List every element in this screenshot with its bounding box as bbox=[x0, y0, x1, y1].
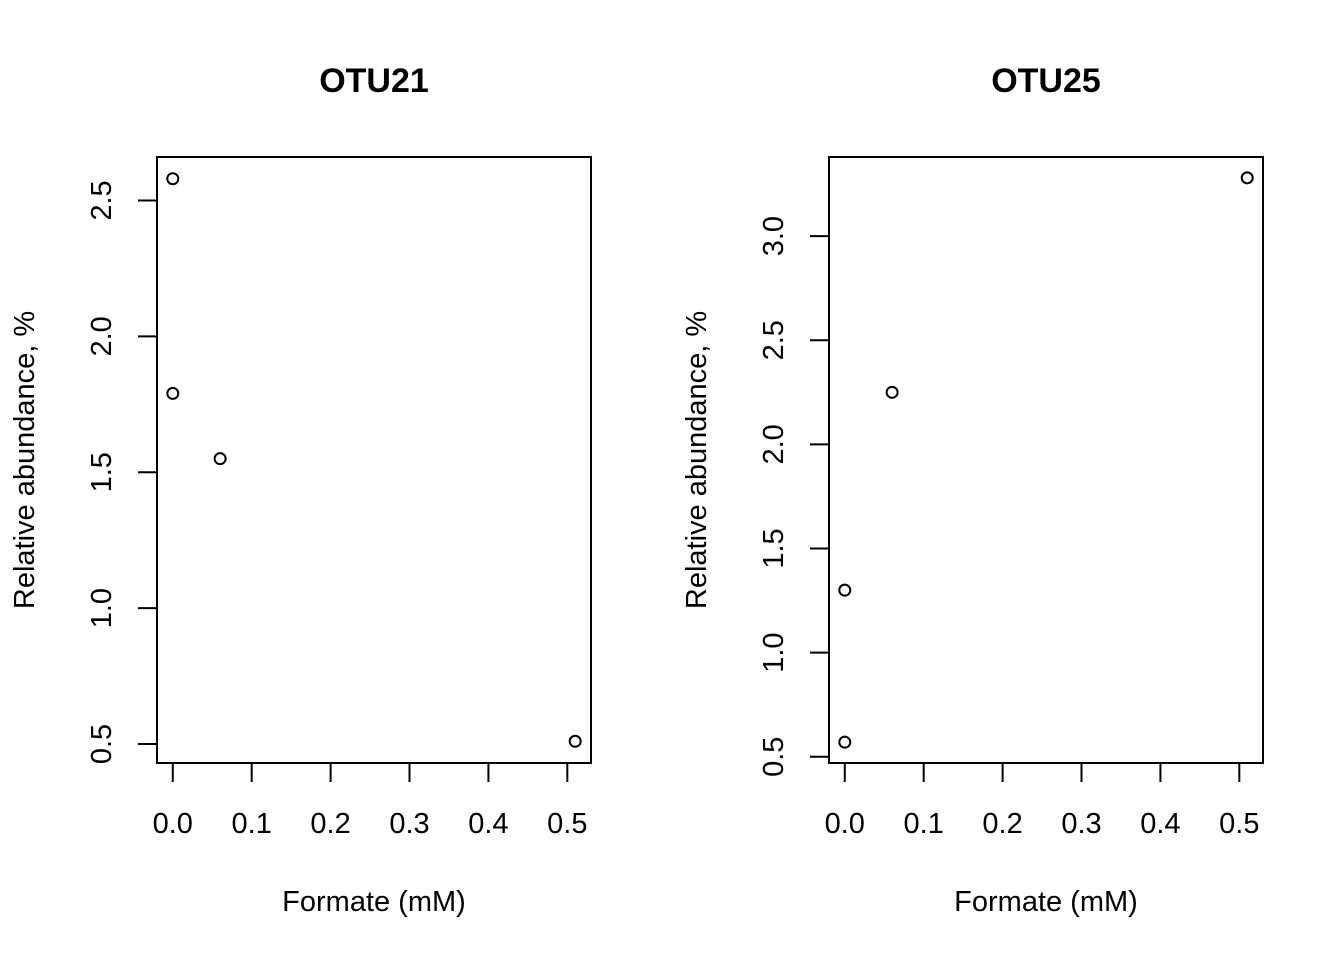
x-tick-label: 0.5 bbox=[547, 808, 587, 840]
panel-title: OTU25 bbox=[991, 62, 1101, 100]
panel-otu21: OTU21 Formate (mM) Relative abundance, %… bbox=[9, 62, 592, 918]
data-point bbox=[568, 734, 582, 748]
y-axis-label: Relative abundance, % bbox=[681, 311, 713, 609]
y-axis-label: Relative abundance, % bbox=[9, 311, 41, 609]
x-tick-label: 0.1 bbox=[232, 808, 272, 840]
data-point bbox=[166, 386, 180, 400]
x-tick-label: 0.3 bbox=[1061, 808, 1101, 840]
x-tick-label: 0.0 bbox=[153, 808, 193, 840]
y-tick-label: 2.0 bbox=[758, 424, 790, 464]
y-tick-label: 2.5 bbox=[758, 320, 790, 360]
x-tick-label: 0.2 bbox=[310, 808, 350, 840]
x-axis-label: Formate (mM) bbox=[954, 886, 1138, 918]
x-tick-label: 0.1 bbox=[904, 808, 944, 840]
panel-otu25: OTU25 Formate (mM) Relative abundance, %… bbox=[681, 62, 1264, 918]
y-tick-label: 0.5 bbox=[758, 737, 790, 777]
data-point bbox=[166, 172, 180, 186]
y-tick-label: 2.0 bbox=[86, 316, 118, 356]
panel-title: OTU21 bbox=[319, 62, 429, 100]
y-tick-label: 0.5 bbox=[86, 724, 118, 764]
x-tick-label: 0.0 bbox=[825, 808, 865, 840]
x-tick-label: 0.4 bbox=[468, 808, 508, 840]
x-tick-label: 0.5 bbox=[1219, 808, 1259, 840]
x-tick-label: 0.4 bbox=[1140, 808, 1180, 840]
y-tick-label: 1.5 bbox=[758, 528, 790, 568]
plot-content: 0.0 0.1 0.2 0.3 0.4 0.5 0.5 1.0 1.5 2.0 2.5 bbox=[86, 172, 587, 840]
data-point bbox=[1240, 171, 1254, 185]
data-point bbox=[838, 583, 852, 597]
data-point bbox=[213, 452, 227, 466]
x-tick-label: 0.3 bbox=[389, 808, 429, 840]
x-tick-label: 0.2 bbox=[982, 808, 1022, 840]
plot-content: 0.0 0.1 0.2 0.3 0.4 0.5 0.5 1.0 1.5 2.0 2.5 3.0 bbox=[758, 171, 1259, 840]
y-tick-label: 3.0 bbox=[758, 216, 790, 256]
y-tick-label: 2.5 bbox=[86, 180, 118, 220]
data-point bbox=[885, 385, 899, 399]
y-tick-label: 1.5 bbox=[86, 452, 118, 492]
x-axis-label: Formate (mM) bbox=[282, 886, 466, 918]
y-tick-label: 1.0 bbox=[758, 632, 790, 672]
data-point bbox=[838, 735, 852, 749]
y-tick-label: 1.0 bbox=[86, 588, 118, 628]
